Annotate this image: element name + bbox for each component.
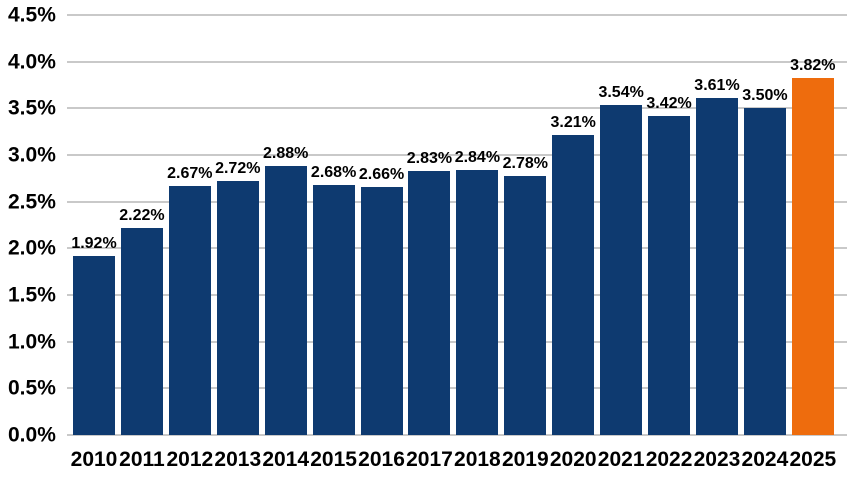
- x-tick-label: 2015: [310, 448, 357, 471]
- value-label: 2.88%: [263, 145, 309, 163]
- y-tick-label: 4.5%: [8, 3, 56, 27]
- value-label: 3.21%: [550, 114, 596, 132]
- bar-column: 3.42% 2022: [646, 15, 693, 470]
- value-label: 3.82%: [790, 57, 836, 75]
- x-tick-label: 2014: [262, 448, 310, 471]
- x-tick-label: 2013: [214, 448, 262, 471]
- bar-column: 3.50% 2024: [742, 15, 789, 470]
- bar-2025: 3.82%: [790, 58, 836, 435]
- value-label: 3.54%: [598, 83, 644, 101]
- value-label: 2.84%: [454, 148, 501, 166]
- bar-column: 3.61% 2023: [694, 15, 741, 470]
- y-tick-label: 1.0%: [8, 330, 56, 354]
- bar-column: 1.92% 2010: [71, 15, 118, 470]
- value-label: 3.61%: [694, 77, 740, 95]
- value-label: 2.66%: [358, 165, 405, 183]
- y-tick-label: 4.0%: [8, 50, 56, 74]
- y-tick-label: 0.0%: [8, 423, 56, 447]
- value-label: 2.78%: [502, 154, 548, 172]
- bar-column: 2.66% 2016: [358, 15, 405, 470]
- x-tick-label: 2020: [549, 448, 597, 471]
- bar-2010: 1.92%: [71, 235, 117, 435]
- gridline: [67, 154, 847, 157]
- x-tick-label: 2019: [501, 448, 549, 471]
- value-label: 2.72%: [215, 160, 261, 178]
- value-label: 2.68%: [310, 163, 357, 181]
- bar-2012: 2.67%: [167, 165, 213, 435]
- y-axis: 0.0% 0.5% 1.0% 1.5% 2.0% 2.5% 3.0% 3.5% 4.0% 4.5%: [0, 5, 67, 446]
- bar-column: 2.68% 2015: [310, 15, 357, 470]
- bar-column: 2.88% 2014: [262, 15, 309, 470]
- bar-2018: 2.84%: [455, 149, 500, 435]
- x-tick-label: 2017: [406, 448, 453, 471]
- bar-column: 2.67% 2012: [166, 15, 213, 470]
- plot-area: 1.92% 2010 2.22% 2011 2.67% 2012 2.72% 2013 2.88…: [67, 14, 847, 470]
- y-tick-label: 0.5%: [8, 376, 56, 400]
- bar-column: 3.54% 2021: [598, 15, 645, 470]
- x-tick-label: 2011: [119, 448, 165, 471]
- gridline: [67, 14, 847, 16]
- x-tick-label: 2018: [454, 448, 501, 471]
- bar-2016: 2.66%: [359, 166, 404, 435]
- bar-column: 2.84% 2018: [454, 15, 501, 470]
- y-tick-label: 1.5%: [8, 283, 56, 307]
- bar-2022: 3.42%: [646, 95, 692, 435]
- bar-2021: 3.54%: [598, 84, 644, 435]
- value-label: 2.83%: [406, 149, 453, 167]
- value-label: 1.92%: [71, 234, 117, 252]
- bar-2017: 2.83%: [407, 150, 452, 435]
- bar-column: 3.21% 2020: [550, 15, 597, 470]
- x-tick-label: 2022: [645, 448, 693, 471]
- value-label: 2.67%: [167, 164, 213, 182]
- bar-column: 2.83% 2017: [406, 15, 453, 470]
- value-label: 2.22%: [119, 206, 165, 224]
- bars-row: 1.92% 2010 2.22% 2011 2.67% 2012 2.72% 2013 2.88…: [67, 15, 847, 470]
- x-tick-label: 2012: [166, 448, 214, 471]
- gridline: [67, 434, 847, 436]
- bar-column: 2.78% 2019: [502, 15, 549, 470]
- y-tick-label: 3.0%: [8, 143, 56, 167]
- y-tick-label: 2.5%: [8, 190, 56, 214]
- value-label: 3.50%: [742, 87, 788, 105]
- bar-column: 2.22% 2011: [119, 15, 165, 470]
- x-tick-label: 2024: [741, 448, 789, 471]
- gridline: [67, 60, 847, 63]
- bar-2015: 2.68%: [311, 164, 356, 435]
- bar-column: 2.72% 2013: [214, 15, 261, 470]
- bar-2019: 2.78%: [503, 155, 548, 435]
- y-tick-label: 3.5%: [8, 96, 56, 120]
- x-tick-label: 2021: [597, 448, 645, 471]
- bar-2014: 2.88%: [263, 146, 308, 435]
- bar-2023: 3.61%: [694, 78, 740, 435]
- gridline: [67, 107, 847, 110]
- y-tick-label: 2.0%: [8, 236, 56, 260]
- bar-column: 3.82% 2025: [789, 15, 836, 470]
- x-tick-label: 2025: [789, 448, 837, 471]
- x-tick-label: 2016: [358, 448, 405, 471]
- x-tick-label: 2023: [693, 448, 741, 471]
- bar-2011: 2.22%: [119, 207, 165, 435]
- x-tick-label: 2010: [70, 448, 118, 471]
- value-label: 3.42%: [646, 94, 692, 112]
- bar-2013: 2.72%: [215, 161, 260, 435]
- bar-2024: 3.50%: [742, 88, 788, 435]
- bar-2020: 3.21%: [551, 115, 596, 435]
